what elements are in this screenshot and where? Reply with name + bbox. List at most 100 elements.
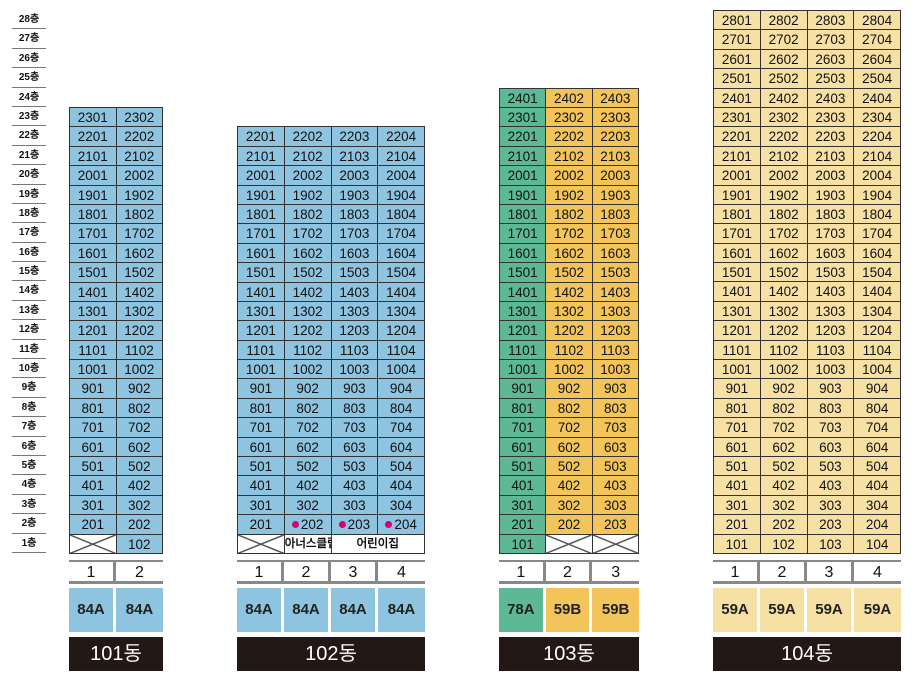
unit-cell[interactable]: 2802: [760, 11, 808, 31]
unit-cell[interactable]: 1204: [378, 321, 425, 341]
unit-cell[interactable]: 1103: [592, 340, 639, 361]
unit-cell[interactable]: 601: [500, 437, 547, 458]
unit-cell[interactable]: 604: [854, 437, 901, 457]
unit-cell[interactable]: 601: [238, 437, 285, 458]
unit-cell[interactable]: 2401: [714, 88, 761, 108]
unit-cell[interactable]: 1103: [331, 340, 379, 361]
unit-cell[interactable]: 2101: [70, 146, 117, 167]
unit-cell[interactable]: 402: [760, 476, 808, 496]
unit-cell[interactable]: 2001: [714, 166, 761, 186]
unit-cell[interactable]: 1502: [546, 263, 593, 283]
unit-cell[interactable]: 2401: [500, 88, 547, 108]
unit-cell[interactable]: 1002: [546, 360, 593, 380]
unit-cell[interactable]: 1401: [500, 282, 547, 302]
unit-cell[interactable]: 701: [714, 418, 761, 438]
unit-cell[interactable]: 202: [760, 515, 808, 535]
unit-cell[interactable]: 203: [331, 515, 379, 535]
unit-cell[interactable]: 1001: [714, 360, 761, 380]
unit-cell[interactable]: 2001: [70, 166, 117, 186]
unit-cell[interactable]: 903: [592, 379, 639, 399]
unit-cell[interactable]: 2003: [592, 166, 639, 186]
unit-cell[interactable]: 602: [760, 437, 808, 457]
unit-cell[interactable]: 1704: [378, 224, 425, 244]
unit-cell[interactable]: 1901: [714, 185, 761, 205]
unit-cell[interactable]: 301: [238, 495, 285, 516]
unit-cell[interactable]: 801: [714, 398, 761, 419]
unit-cell[interactable]: 1702: [116, 224, 163, 244]
unit-cell[interactable]: 2102: [116, 146, 163, 167]
unit-cell[interactable]: 1403: [592, 282, 639, 302]
unit-cell[interactable]: 1904: [854, 185, 901, 205]
unit-cell[interactable]: 601: [70, 437, 117, 458]
unit-cell[interactable]: 102: [760, 534, 808, 554]
unit-cell[interactable]: 702: [760, 418, 808, 438]
unit-cell[interactable]: 2403: [592, 88, 639, 108]
unit-cell[interactable]: 401: [238, 476, 285, 496]
unit-cell[interactable]: 504: [854, 456, 901, 477]
unit-cell[interactable]: 1104: [378, 340, 425, 361]
unit-cell[interactable]: 1501: [238, 263, 285, 283]
unit-cell[interactable]: 1301: [70, 301, 117, 322]
unit-cell[interactable]: 202: [546, 515, 593, 535]
unit-cell[interactable]: 1202: [284, 321, 332, 341]
unit-cell[interactable]: 1401: [70, 282, 117, 302]
unit-cell[interactable]: 1601: [500, 243, 547, 264]
unit-cell[interactable]: 1201: [70, 321, 117, 341]
unit-cell[interactable]: 1603: [331, 243, 379, 264]
unit-cell[interactable]: 1604: [854, 243, 901, 264]
unit-cell[interactable]: 2202: [116, 127, 163, 147]
unit-cell[interactable]: 1803: [592, 204, 639, 225]
unit-cell[interactable]: 2202: [546, 127, 593, 147]
unit-cell[interactable]: 2703: [807, 30, 855, 50]
unit-cell[interactable]: 2103: [592, 146, 639, 167]
unit-cell[interactable]: 701: [70, 418, 117, 438]
unit-cell[interactable]: 2203: [331, 127, 379, 147]
unit-cell[interactable]: 1402: [284, 282, 332, 302]
unit-cell[interactable]: 1202: [116, 321, 163, 341]
unit-cell[interactable]: 1404: [854, 282, 901, 302]
unit-cell[interactable]: 2602: [760, 49, 808, 70]
unit-cell[interactable]: 1102: [284, 340, 332, 361]
unit-cell[interactable]: 2102: [546, 146, 593, 167]
unit-cell[interactable]: 1203: [331, 321, 379, 341]
unit-cell[interactable]: 602: [546, 437, 593, 458]
unit-cell[interactable]: 2004: [378, 166, 425, 186]
unit-cell[interactable]: 901: [500, 379, 547, 399]
unit-cell[interactable]: 1402: [116, 282, 163, 302]
unit-cell[interactable]: 1401: [238, 282, 285, 302]
unit-cell[interactable]: 702: [546, 418, 593, 438]
unit-cell[interactable]: 2201: [238, 127, 285, 147]
unit-cell[interactable]: 1701: [238, 224, 285, 244]
unit-cell[interactable]: 1801: [714, 204, 761, 225]
unit-cell[interactable]: 1303: [592, 301, 639, 322]
unit-cell[interactable]: 1202: [546, 321, 593, 341]
unit-cell[interactable]: 501: [238, 457, 285, 477]
unit-cell[interactable]: 2103: [331, 146, 379, 167]
unit-cell[interactable]: 2201: [714, 127, 761, 147]
unit-cell[interactable]: 1602: [284, 243, 332, 264]
unit-cell[interactable]: 702: [116, 418, 163, 438]
unit-cell[interactable]: 1802: [284, 204, 332, 225]
unit-cell[interactable]: 2503: [807, 69, 855, 89]
unit-cell[interactable]: 502: [284, 457, 332, 477]
unit-cell[interactable]: 802: [284, 398, 332, 419]
unit-cell[interactable]: 1704: [854, 224, 901, 244]
unit-cell[interactable]: 2803: [807, 11, 855, 31]
unit-cell[interactable]: 1801: [238, 204, 285, 225]
unit-cell[interactable]: 2002: [760, 166, 808, 186]
unit-cell[interactable]: 1502: [760, 263, 808, 283]
unit-cell[interactable]: 804: [378, 398, 425, 419]
unit-cell[interactable]: 2102: [760, 146, 808, 167]
unit-cell[interactable]: 1801: [70, 204, 117, 225]
unit-cell[interactable]: 1304: [854, 301, 901, 322]
unit-cell[interactable]: 1201: [714, 321, 761, 341]
unit-cell[interactable]: 302: [116, 495, 163, 516]
unit-cell[interactable]: 702: [284, 418, 332, 438]
unit-cell[interactable]: 2202: [284, 127, 332, 147]
unit-cell[interactable]: 1504: [854, 263, 901, 283]
unit-cell[interactable]: 204: [854, 515, 901, 535]
unit-cell[interactable]: 2804: [854, 11, 901, 31]
unit-cell[interactable]: 1901: [500, 185, 547, 205]
unit-cell[interactable]: 2204: [854, 127, 901, 147]
unit-cell[interactable]: 1701: [500, 224, 547, 244]
